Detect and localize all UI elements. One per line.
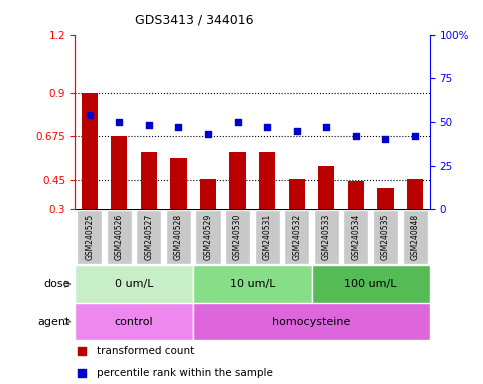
Point — [382, 136, 389, 142]
Text: GSM240535: GSM240535 — [381, 214, 390, 260]
Text: transformed count: transformed count — [97, 346, 194, 356]
Bar — [377, 188, 394, 209]
Point — [234, 119, 242, 125]
Text: 10 um/L: 10 um/L — [229, 279, 275, 289]
Bar — [141, 152, 157, 209]
FancyBboxPatch shape — [343, 210, 369, 264]
Text: GSM240531: GSM240531 — [263, 214, 271, 260]
Text: GSM240528: GSM240528 — [174, 214, 183, 260]
Bar — [75, 265, 193, 303]
FancyBboxPatch shape — [166, 210, 191, 264]
Point — [86, 112, 94, 118]
Text: percentile rank within the sample: percentile rank within the sample — [97, 368, 272, 378]
Point — [293, 127, 300, 134]
Point — [204, 131, 212, 137]
FancyBboxPatch shape — [196, 210, 221, 264]
Bar — [289, 179, 305, 209]
Text: GSM240848: GSM240848 — [411, 214, 420, 260]
Text: dose: dose — [43, 279, 70, 289]
Text: GSM240529: GSM240529 — [203, 214, 213, 260]
Text: GSM240526: GSM240526 — [115, 214, 124, 260]
FancyBboxPatch shape — [255, 210, 280, 264]
Point — [145, 122, 153, 129]
Text: GDS3413 / 344016: GDS3413 / 344016 — [135, 14, 254, 27]
Point — [323, 124, 330, 130]
Point — [174, 124, 182, 130]
Bar — [170, 158, 186, 209]
FancyBboxPatch shape — [225, 210, 250, 264]
FancyBboxPatch shape — [77, 210, 102, 264]
Bar — [318, 166, 334, 209]
Bar — [75, 303, 193, 340]
Bar — [193, 265, 312, 303]
Text: GSM240532: GSM240532 — [292, 214, 301, 260]
Text: GSM240525: GSM240525 — [85, 214, 94, 260]
FancyBboxPatch shape — [402, 210, 427, 264]
Point — [411, 133, 419, 139]
Text: 100 um/L: 100 um/L — [344, 279, 397, 289]
Text: 0 um/L: 0 um/L — [115, 279, 153, 289]
FancyBboxPatch shape — [107, 210, 132, 264]
FancyBboxPatch shape — [373, 210, 398, 264]
Text: GSM240530: GSM240530 — [233, 214, 242, 260]
Text: homocysteine: homocysteine — [272, 316, 351, 327]
Text: agent: agent — [38, 316, 70, 327]
Bar — [193, 303, 430, 340]
Point — [352, 133, 360, 139]
Bar — [407, 179, 423, 209]
Bar — [312, 265, 430, 303]
Bar — [348, 181, 364, 209]
Text: control: control — [115, 316, 153, 327]
Text: GSM240534: GSM240534 — [352, 214, 360, 260]
Bar — [229, 152, 246, 209]
FancyBboxPatch shape — [136, 210, 161, 264]
Bar — [82, 93, 98, 209]
Bar — [111, 136, 128, 209]
FancyBboxPatch shape — [284, 210, 309, 264]
Text: GSM240527: GSM240527 — [144, 214, 153, 260]
Bar — [200, 179, 216, 209]
Point — [263, 124, 271, 130]
Text: GSM240533: GSM240533 — [322, 214, 331, 260]
Bar — [259, 152, 275, 209]
FancyBboxPatch shape — [314, 210, 339, 264]
Point — [115, 119, 123, 125]
